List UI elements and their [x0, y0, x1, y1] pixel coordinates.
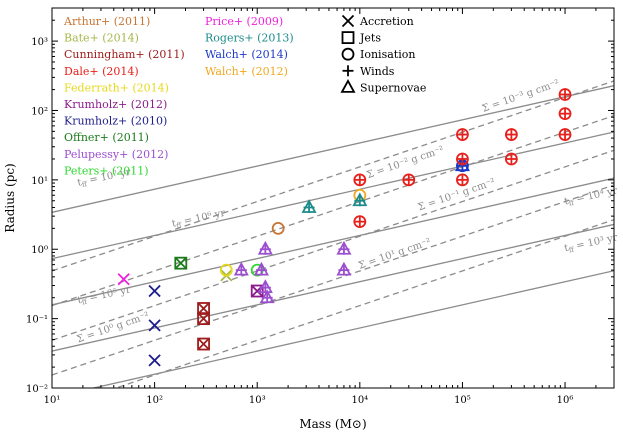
legend-krumholz-2010: Krumholz+ (2010) — [64, 115, 167, 128]
point-pelupessy-2012-plus — [338, 243, 350, 255]
legend-walch-2014: Walch+ (2014) — [205, 48, 288, 61]
surface-density-line-3 — [52, 114, 614, 307]
point-dale-2014-plus — [505, 129, 517, 141]
point-cunningham-2011-x — [197, 312, 210, 325]
axis-ticks: 10¹ 10² 10³ 10⁴ 10⁵ 10⁶ 10⁻² 10⁻¹ 10⁰ 10¹ 10² 10³ — [26, 7, 615, 406]
point-krumholz-2010-x-stroke — [148, 319, 161, 332]
legend-label-winds: Winds — [360, 65, 395, 78]
point-dale-2014-plus — [354, 174, 366, 186]
point-pelupessy-2012-plus — [259, 243, 271, 255]
legend-krumholz-2012: Krumholz+ (2012) — [64, 98, 167, 111]
y-tick-label: 10⁻² — [26, 384, 48, 395]
legend-arthur-2011: Arthur+ (2011) — [63, 15, 150, 28]
point-federrath-2014-circle — [219, 263, 233, 277]
legend-cunningham-2011: Cunningham+ (2011) — [64, 48, 185, 61]
point-dale-2014-plus — [354, 216, 366, 228]
point-pelupessy-2012-plus — [235, 264, 247, 276]
y-tick-label: 10³ — [31, 37, 48, 48]
y-tick-label: 10² — [31, 106, 48, 117]
free-fall-line-1 — [52, 223, 614, 352]
point-dale-2014-plus — [505, 153, 517, 165]
legend-symbol-accretion-stroke — [341, 14, 355, 28]
point-krumholz-2010-x — [148, 319, 161, 332]
legend-label-jets: Jets — [359, 32, 381, 45]
legend-walch-2012: Walch+ (2012) — [205, 65, 288, 78]
legend-pelupessy-2012: Pelupessy+ (2012) — [64, 148, 168, 161]
point-cunningham-2011-x — [197, 337, 210, 351]
point-krumholz-2012-square — [250, 284, 264, 298]
legend-symbol-jets — [341, 31, 355, 44]
reference-lines-layer — [52, 80, 614, 388]
point-price-2009-x-stroke — [117, 273, 130, 286]
legend-label-ionisation: Ionisation — [360, 48, 415, 61]
x-tick-label: 10⁵ — [454, 395, 471, 406]
point-dale-2014-plus — [456, 174, 468, 186]
legend-bate-2014: Bate+ (2014) — [64, 32, 139, 45]
point-rogers-2013-plus — [354, 195, 366, 207]
surface-density-line-0 — [114, 219, 614, 388]
legend-federrath-2014: Federrath+ (2014) — [64, 81, 169, 94]
point-krumholz-2010-x — [148, 354, 161, 367]
free-fall-line-3 — [52, 131, 614, 260]
y-axis-label: Radius (pc) — [3, 163, 17, 232]
point-krumholz-2010-x-stroke — [148, 354, 161, 367]
point-dale-2014-plus — [559, 108, 571, 120]
point-cunningham-2011-x — [197, 302, 210, 315]
point-offner-2011-square — [174, 256, 188, 270]
point-dale-2014-plus — [559, 88, 571, 100]
point-dale-2014-plus — [559, 129, 571, 141]
point-offner-2011-x — [174, 257, 187, 270]
point-cunningham-2011-x-stroke — [197, 337, 210, 351]
y-tick-label: 10¹ — [31, 176, 48, 187]
point-cunningham-2011-square — [197, 337, 210, 351]
y-tick-label: 10⁰ — [31, 245, 48, 256]
x-tick-label: 10¹ — [44, 395, 61, 406]
legend-label-supernovae: Supernovae — [360, 81, 426, 94]
legend-symbol-accretion — [341, 14, 355, 28]
legend-symbol-supernovae — [340, 79, 356, 93]
free-fall-line-2 — [52, 177, 614, 306]
point-krumholz-2010-x-stroke — [148, 284, 161, 298]
reference-legend: Arthur+ (2011) Bate+ (2014) Cunningham+ (2… — [63, 15, 294, 177]
point-pelupessy-2012-plus — [255, 264, 267, 276]
x-tick-label: 10⁴ — [351, 395, 368, 406]
point-dale-2014-plus — [403, 174, 415, 186]
point-krumholz-2010-x — [148, 284, 161, 298]
point-cunningham-2011-x-stroke — [197, 302, 210, 315]
surface-density-line-2 — [52, 149, 614, 341]
point-rogers-2013-plus — [303, 201, 315, 213]
x-tick-label: 10² — [146, 395, 163, 406]
point-arthur-2011-circle — [271, 221, 285, 235]
feedback-legend: Accretion Jets Ionisation Winds Supernovae — [340, 14, 426, 94]
legend-rogers-2013: Rogers+ (2013) — [205, 32, 294, 45]
point-pelupessy-2012-plus — [338, 264, 350, 276]
plot-frame — [51, 7, 615, 389]
point-dale-2014-plus — [456, 153, 468, 165]
data-points-layer — [117, 88, 572, 367]
point-pelupessy-2012-plus — [259, 282, 271, 294]
legend-offner-2011: Offner+ (2011) — [64, 131, 149, 144]
point-price-2009-x — [117, 273, 130, 286]
x-axis-label: Mass (M⊙) — [299, 417, 366, 431]
x-tick-label: 10⁶ — [557, 395, 574, 406]
point-cunningham-2011-x-stroke — [197, 312, 210, 325]
legend-symbol-winds — [342, 65, 354, 77]
legend-dale-2014: Dale+ (2014) — [64, 65, 139, 78]
point-pelupessy-2012-plus — [261, 292, 273, 304]
point-cunningham-2011-square — [197, 312, 210, 326]
surface-density-line-1 — [52, 184, 614, 376]
legend-symbol-ionisation — [341, 47, 355, 61]
point-dale-2014-plus — [456, 129, 468, 141]
x-tick-label: 10³ — [249, 395, 266, 406]
y-tick-label: 10⁻¹ — [26, 315, 48, 326]
free-fall-line-0 — [90, 270, 614, 388]
free-fall-line-4 — [52, 85, 614, 213]
point-offner-2011-x-stroke — [174, 257, 187, 270]
legend-label-accretion: Accretion — [359, 15, 414, 28]
legend-price-2009: Price+ (2009) — [205, 15, 283, 28]
surface-density-line-4 — [52, 80, 614, 272]
legend-peters-2011: Peters+ (2011) — [64, 164, 149, 177]
